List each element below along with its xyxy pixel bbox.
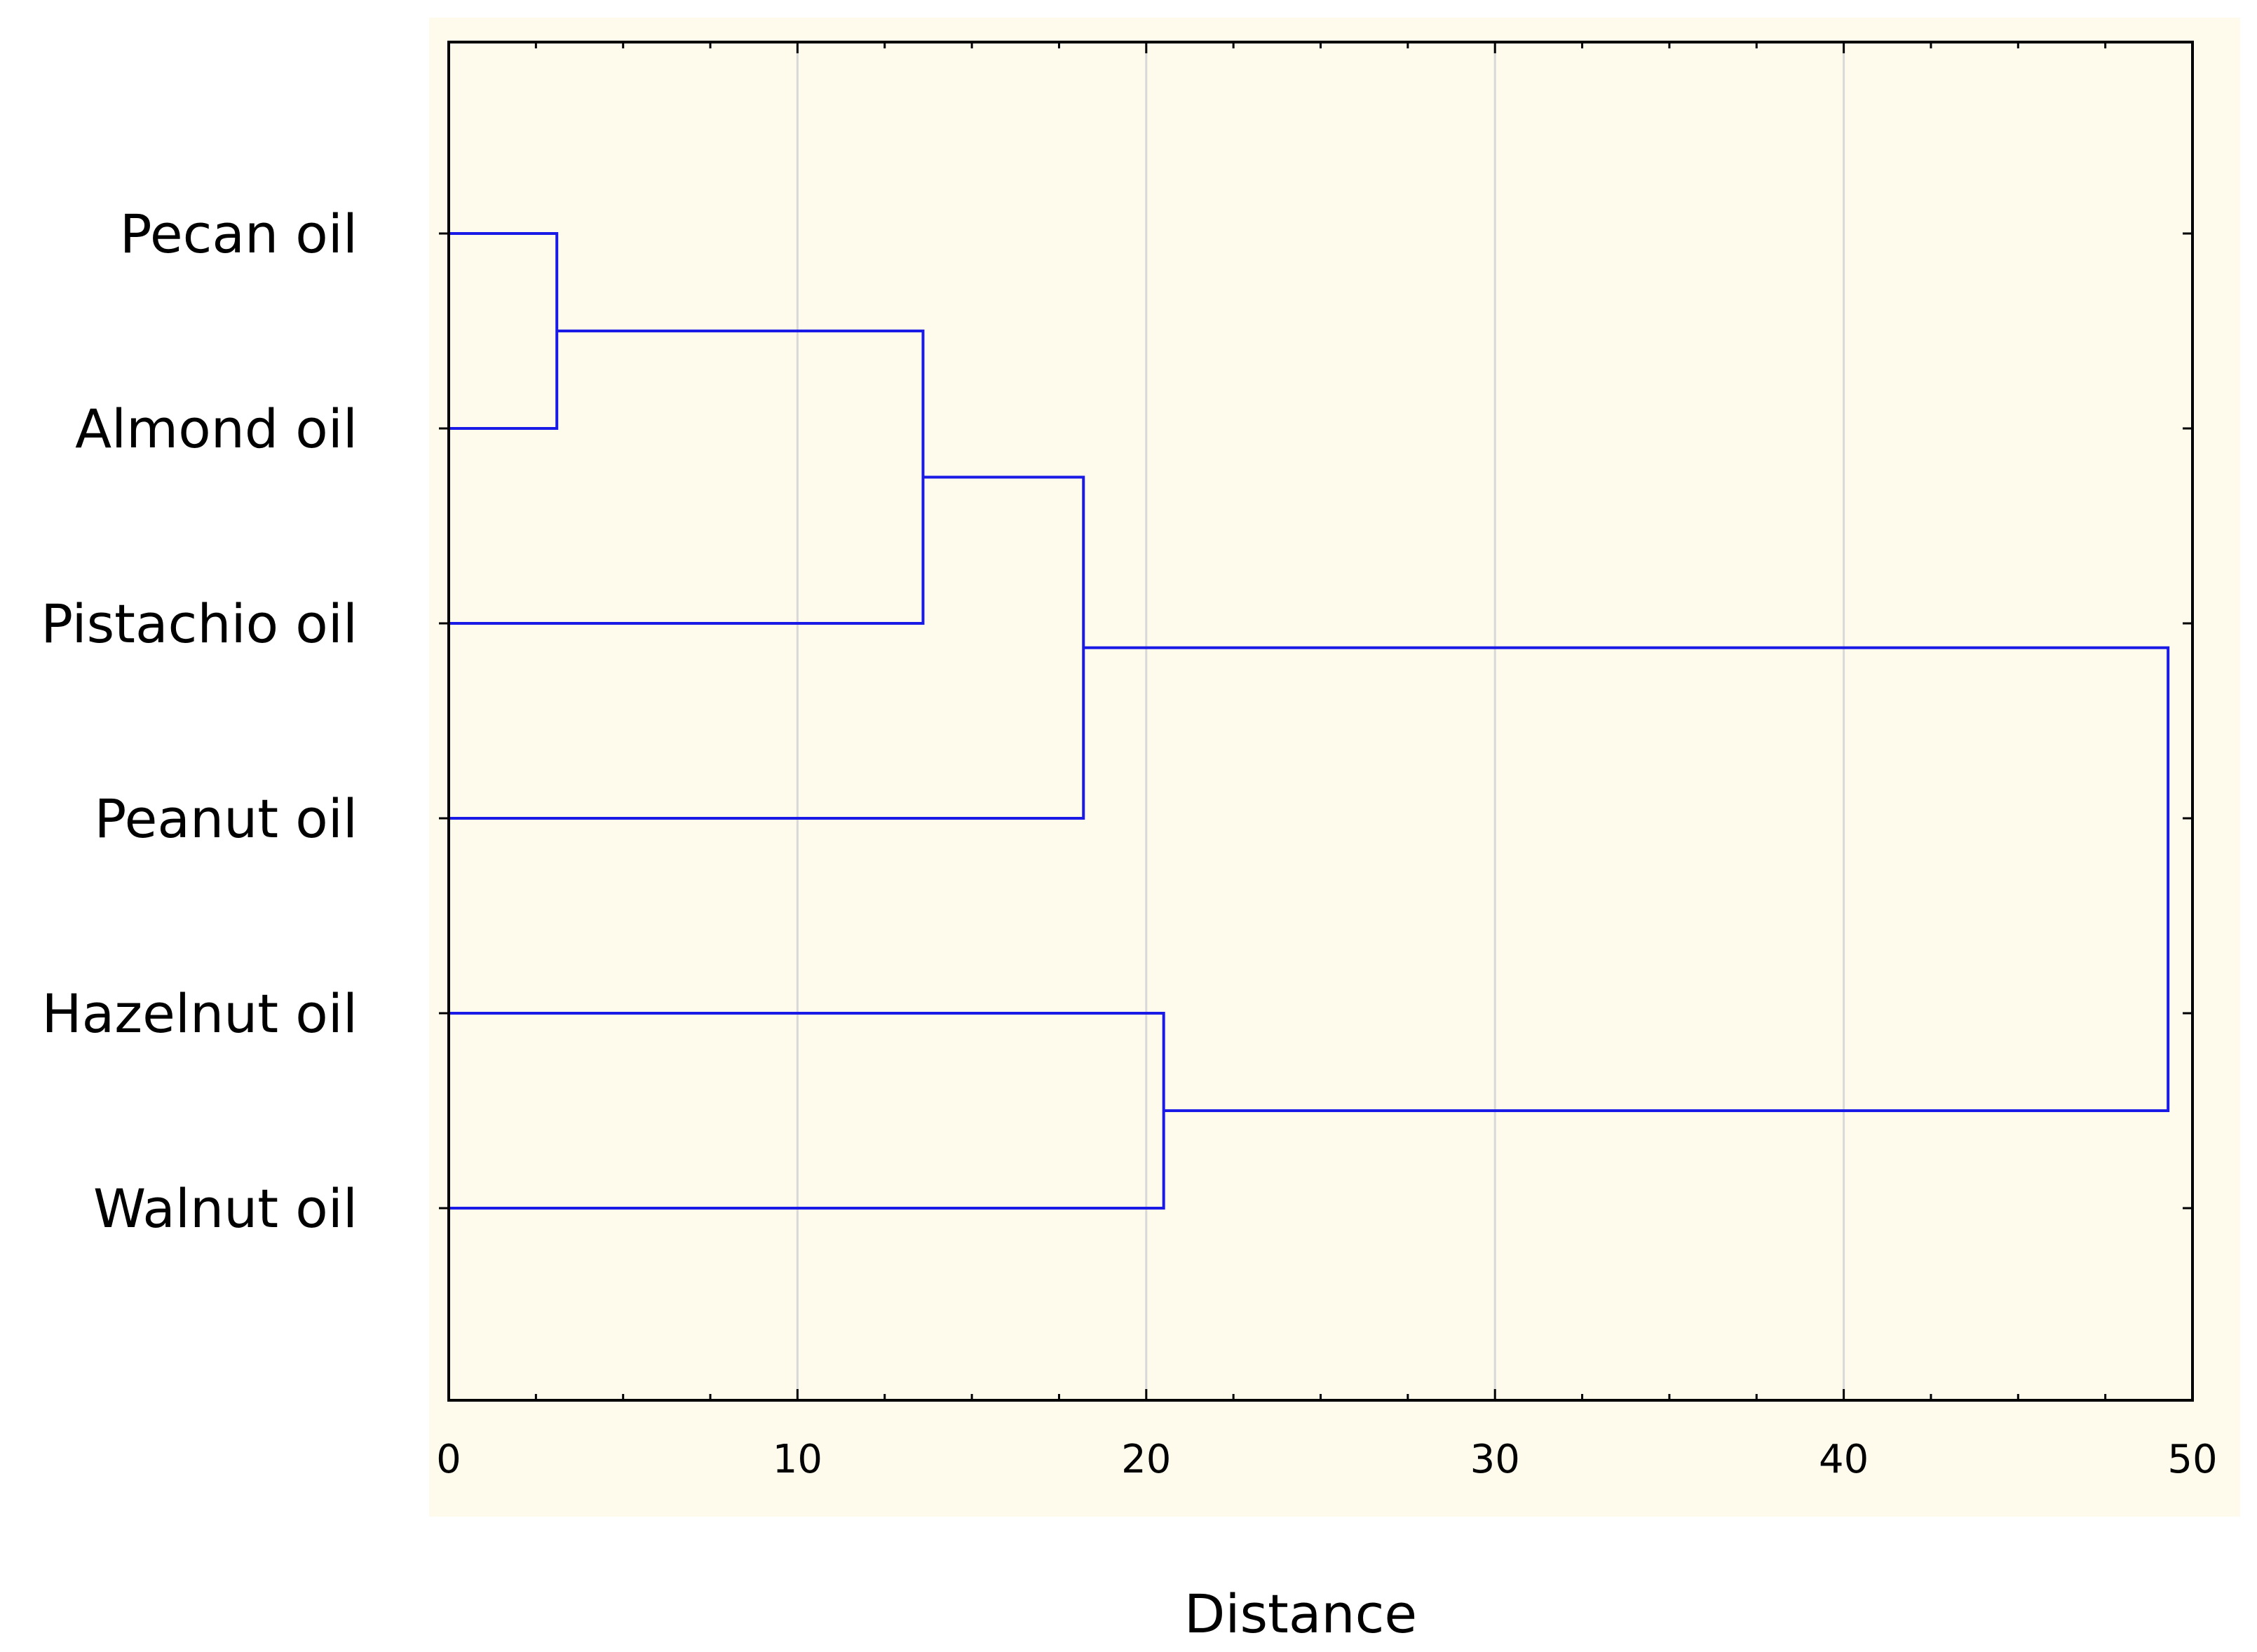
- leaf-labels: Pecan oil Almond oil Pistachio oil Peanut o…: [41, 203, 358, 1240]
- x-axis-title: Distance: [1184, 1583, 1417, 1645]
- axis-ticks: [439, 42, 2194, 1400]
- dendrogram-link: [449, 330, 925, 625]
- leaf-label: Hazelnut oil: [41, 982, 358, 1045]
- x-tick-label: 20: [1121, 1437, 1171, 1482]
- dendrogram-links: [449, 232, 2170, 1210]
- x-tick-label: 50: [2167, 1437, 2217, 1482]
- leaf-label: Almond oil: [75, 398, 358, 460]
- dendrogram-link: [1083, 646, 2170, 1112]
- leaf-label: Pistachio oil: [41, 593, 358, 655]
- x-tick-label: 10: [773, 1437, 822, 1482]
- x-tick-label: 30: [1470, 1437, 1520, 1482]
- leaf-label: Walnut oil: [93, 1177, 358, 1240]
- leaf-label: Pecan oil: [120, 203, 358, 265]
- gridlines: [796, 42, 1845, 1400]
- x-tick-labels: 0 10 20 30 40 50: [436, 1437, 2217, 1482]
- leaf-label: Peanut oil: [95, 787, 358, 850]
- plot-background: [429, 18, 2240, 1517]
- x-tick-label: 0: [436, 1437, 461, 1482]
- x-tick-label: 40: [1819, 1437, 1869, 1482]
